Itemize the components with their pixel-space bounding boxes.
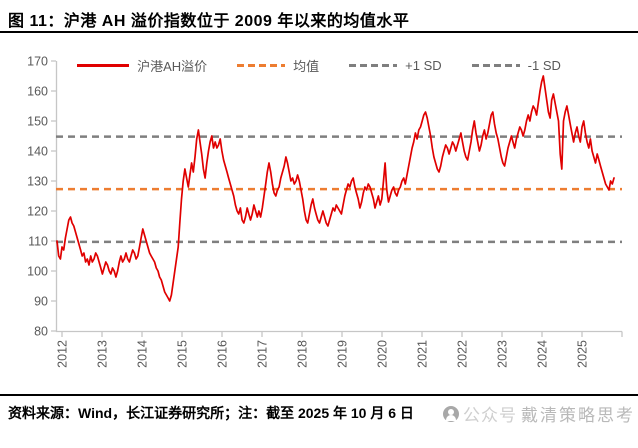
gray-dashed-line-icon: [471, 64, 520, 67]
legend-item-plus-1sd: +1 SD: [349, 58, 442, 73]
source-note: 资料来源：Wind，长江证券研究所；注：截至 2025 年 10 月 6 日: [8, 405, 414, 421]
watermark-name: 戴清策略思考: [521, 406, 635, 425]
y-tick-label: 130: [27, 175, 48, 189]
x-tick-label: 2013: [96, 340, 110, 368]
y-tick-label: 160: [27, 85, 48, 99]
x-tick-label: 2016: [216, 340, 230, 368]
series-line-ah-premium: [56, 75, 615, 302]
x-tick-label: 2025: [576, 340, 590, 368]
y-tick-label: 110: [28, 235, 48, 249]
wechat-official-account-icon: [443, 405, 459, 422]
gray-dashed-line-icon: [349, 64, 398, 67]
watermark: 公众号 戴清策略思考: [443, 401, 635, 426]
x-tick-label: 2020: [376, 340, 390, 368]
legend-label: 均值: [293, 59, 320, 74]
legend-label: 沪港AH溢价: [137, 59, 208, 74]
legend-item-ah-premium: 沪港AH溢价: [77, 56, 207, 75]
x-tick-label: 2012: [56, 340, 70, 368]
x-tick-label: 2021: [416, 340, 430, 368]
x-tick-label: 2023: [496, 340, 510, 368]
y-tick-label: 150: [27, 115, 48, 129]
figure-title: 图 11：沪港 AH 溢价指数位于 2009 年以来的均值水平: [8, 13, 410, 30]
x-tick-label: 2024: [536, 340, 550, 368]
legend-item-mean: 均值: [237, 56, 319, 75]
legend-label: +1 SD: [405, 58, 442, 73]
x-tick-label: 2019: [336, 340, 350, 368]
title-divider: [0, 31, 638, 33]
red-solid-line-icon: [77, 64, 130, 67]
chart-legend: 沪港AH溢价 均值 +1 SD -1 SD: [0, 56, 638, 75]
y-tick-label: 170: [27, 55, 48, 69]
x-tick-label: 2018: [296, 340, 310, 368]
legend-label: -1 SD: [527, 58, 561, 73]
y-tick-label: 90: [34, 295, 48, 309]
y-tick-label: 140: [27, 145, 48, 159]
orange-dashed-line-icon: [237, 64, 286, 67]
x-tick-label: 2022: [456, 340, 470, 368]
y-tick-label: 80: [34, 325, 48, 339]
y-tick-label: 100: [27, 265, 48, 279]
x-tick-label: 2017: [256, 340, 270, 368]
x-tick-label: 2014: [136, 340, 150, 368]
x-tick-label: 2015: [176, 340, 190, 368]
y-tick-label: 120: [27, 205, 48, 219]
footer-divider: [0, 394, 638, 396]
watermark-prefix: 公众号: [463, 406, 517, 425]
legend-item-minus-1sd: -1 SD: [471, 58, 561, 73]
